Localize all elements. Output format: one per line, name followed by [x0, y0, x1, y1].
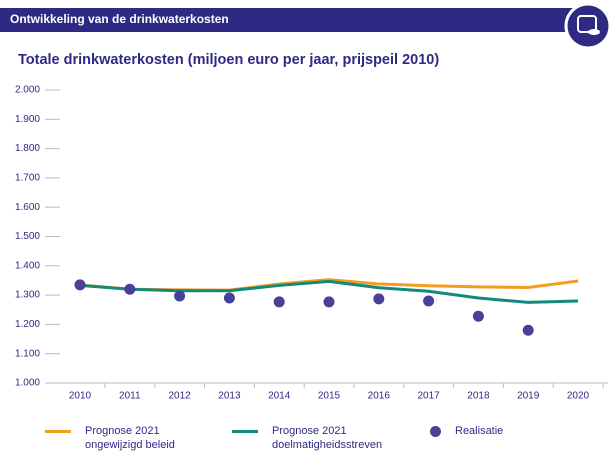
y-tick-label: 1.200: [15, 319, 40, 330]
data-point: [273, 296, 285, 308]
y-tick-label: 1.800: [15, 143, 40, 154]
chart-title: Totale drinkwaterkosten (miljoen euro pe…: [18, 52, 439, 68]
header-bar: [0, 8, 580, 32]
x-tick-label: 2014: [268, 391, 291, 402]
data-point: [223, 292, 235, 304]
legend-item: Prognose 2021 doelmatigheidsstreven: [232, 424, 392, 452]
x-tick-label: 2018: [467, 391, 490, 402]
header-title: Ontwikkeling van de drinkwaterkosten: [10, 12, 229, 26]
y-tick-label: 1.400: [15, 260, 40, 271]
x-tick-label: 2013: [218, 391, 241, 402]
x-tick-label: 2010: [69, 391, 92, 402]
data-point: [423, 295, 435, 307]
data-point: [522, 324, 534, 336]
y-tick-label: 1.100: [15, 348, 40, 359]
legend-label: Realisatie: [455, 425, 504, 437]
legend-swatch: [430, 426, 441, 437]
icon-shape: [577, 15, 597, 33]
x-tick-label: 2019: [517, 391, 540, 402]
y-tick-label: 1.500: [15, 231, 40, 242]
legend-label: Prognose 2021 ongewijzigd beleid: [85, 425, 175, 451]
data-point: [174, 290, 186, 302]
y-tick-label: 1.000: [15, 378, 40, 389]
legend-item: Realisatie: [430, 424, 575, 438]
data-point: [74, 279, 86, 291]
series-line: [79, 279, 579, 304]
legend-swatch: [45, 430, 71, 433]
x-tick-label: 2016: [368, 391, 391, 402]
x-tick-label: 2015: [318, 391, 341, 402]
icon-shape: [588, 29, 600, 35]
y-tick-label: 1.900: [15, 114, 40, 125]
legend-item: Prognose 2021 ongewijzigd beleid: [45, 424, 205, 452]
x-tick-label: 2011: [119, 391, 141, 402]
x-tick-label: 2020: [567, 391, 590, 402]
y-tick-label: 2.000: [15, 85, 40, 96]
y-tick-label: 1.300: [15, 290, 40, 301]
legend: Prognose 2021 ongewijzigd beleid Prognose…: [0, 424, 616, 454]
header-icon: [564, 2, 612, 50]
y-tick-label: 1.600: [15, 202, 40, 213]
data-point: [373, 293, 385, 305]
legend-label: Prognose 2021 doelmatigheidsstreven: [272, 425, 383, 451]
data-point: [472, 310, 484, 322]
x-tick-label: 2012: [168, 391, 191, 402]
chart: Ontwikkeling van de drinkwaterkosten Tot…: [0, 2, 612, 402]
data-point: [323, 296, 335, 308]
data-point: [124, 283, 136, 295]
x-tick-label: 2017: [417, 391, 440, 402]
legend-swatch: [232, 430, 258, 433]
y-tick-label: 1.700: [15, 173, 40, 184]
